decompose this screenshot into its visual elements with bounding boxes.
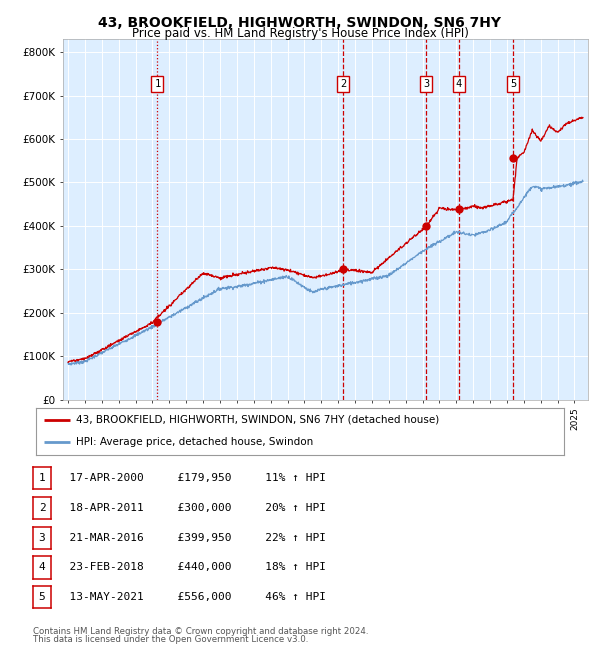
Text: 3: 3 bbox=[423, 79, 430, 89]
Text: 18-APR-2011     £300,000     20% ↑ HPI: 18-APR-2011 £300,000 20% ↑ HPI bbox=[56, 502, 326, 513]
Text: 3: 3 bbox=[38, 532, 46, 543]
Text: Price paid vs. HM Land Registry's House Price Index (HPI): Price paid vs. HM Land Registry's House … bbox=[131, 27, 469, 40]
Text: 1: 1 bbox=[38, 473, 46, 483]
Text: Contains HM Land Registry data © Crown copyright and database right 2024.: Contains HM Land Registry data © Crown c… bbox=[33, 627, 368, 636]
Text: 17-APR-2000     £179,950     11% ↑ HPI: 17-APR-2000 £179,950 11% ↑ HPI bbox=[56, 473, 326, 483]
Text: 23-FEB-2018     £440,000     18% ↑ HPI: 23-FEB-2018 £440,000 18% ↑ HPI bbox=[56, 562, 326, 573]
Text: 43, BROOKFIELD, HIGHWORTH, SWINDON, SN6 7HY (detached house): 43, BROOKFIELD, HIGHWORTH, SWINDON, SN6 … bbox=[76, 415, 439, 425]
Text: 2: 2 bbox=[38, 502, 46, 513]
Text: 5: 5 bbox=[510, 79, 516, 89]
Text: 2: 2 bbox=[340, 79, 346, 89]
Text: 4: 4 bbox=[38, 562, 46, 573]
Text: This data is licensed under the Open Government Licence v3.0.: This data is licensed under the Open Gov… bbox=[33, 634, 308, 644]
Text: 5: 5 bbox=[38, 592, 46, 603]
Text: HPI: Average price, detached house, Swindon: HPI: Average price, detached house, Swin… bbox=[76, 437, 313, 447]
Text: 4: 4 bbox=[455, 79, 462, 89]
Text: 13-MAY-2021     £556,000     46% ↑ HPI: 13-MAY-2021 £556,000 46% ↑ HPI bbox=[56, 592, 326, 603]
Text: 43, BROOKFIELD, HIGHWORTH, SWINDON, SN6 7HY: 43, BROOKFIELD, HIGHWORTH, SWINDON, SN6 … bbox=[98, 16, 502, 31]
Text: 1: 1 bbox=[154, 79, 160, 89]
Text: 21-MAR-2016     £399,950     22% ↑ HPI: 21-MAR-2016 £399,950 22% ↑ HPI bbox=[56, 532, 326, 543]
